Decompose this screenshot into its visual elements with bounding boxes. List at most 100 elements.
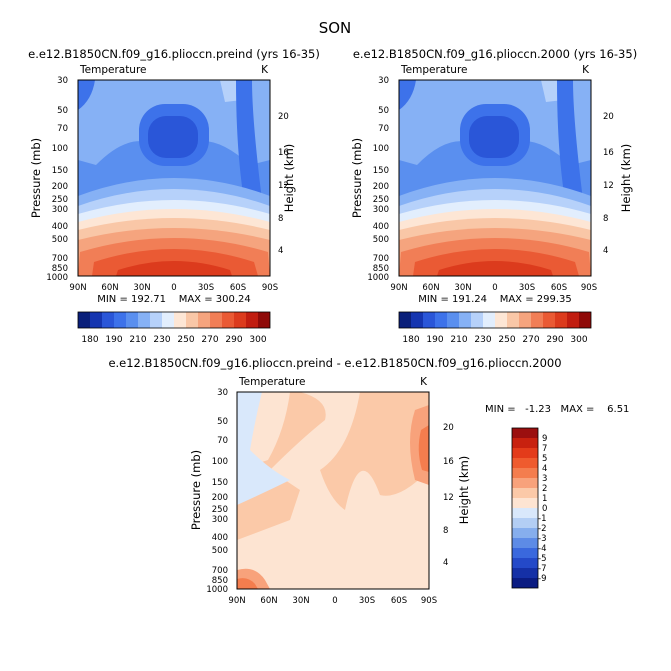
colorbar-swatch — [102, 312, 114, 328]
units-label: K — [261, 64, 269, 76]
y-tick: 850 — [373, 264, 389, 274]
colorbar-label: 230 — [474, 335, 491, 345]
x-tick: 0 — [492, 283, 497, 293]
y-axis-label: Pressure (mb) — [189, 450, 203, 530]
colorbar-label: 270 — [522, 335, 539, 345]
y-tick: 50 — [217, 417, 228, 427]
x-ticks: 90N 60N 30N 0 30S 60S 90S — [228, 596, 437, 606]
colorbar-label: 300 — [249, 335, 266, 345]
x-tick: 30N — [133, 283, 150, 293]
x-tick: 90S — [262, 283, 278, 293]
x-ticks: 90N 60N 30N 0 30S 60S 90S — [390, 283, 597, 293]
colorbar-swatch — [210, 312, 222, 328]
colorbar-label: 190 — [105, 335, 122, 345]
y-tick: 700 — [373, 254, 389, 264]
colorbar-label: 9 — [542, 434, 547, 444]
colorbar-swatch — [512, 508, 538, 518]
colorbar-label: 210 — [450, 335, 467, 345]
y-ticks: 30 50 70 100 150 200 250 300 400 500 700… — [206, 388, 228, 595]
panel-2000: e.e12.B1850CN.f09_g16.plioccn.2000 (yrs … — [350, 47, 637, 345]
y-tick: 200 — [212, 493, 228, 503]
y-tick: 150 — [373, 166, 389, 176]
colorbar-swatch — [512, 498, 538, 508]
y2-ticks: 4 8 12 16 20 — [603, 112, 614, 256]
plot-frame — [236, 391, 430, 590]
y-tick: 1000 — [46, 273, 68, 283]
colorbar-swatch — [579, 312, 591, 328]
y-tick: 300 — [212, 515, 228, 525]
colorbar-label: -2 — [538, 524, 546, 534]
colorbar-swatch — [447, 312, 459, 328]
colorbar-label: 180 — [402, 335, 419, 345]
colorbar-swatch — [512, 538, 538, 548]
colorbar-label: 250 — [498, 335, 515, 345]
colorbar-swatch — [512, 448, 538, 458]
colorbar-swatch — [512, 518, 538, 528]
colorbar-label: 7 — [542, 444, 547, 454]
fill-polar-cold-left — [78, 80, 95, 110]
units-label: K — [582, 64, 590, 76]
y-tick: 200 — [373, 182, 389, 192]
colorbar-swatch — [114, 312, 126, 328]
colorbar-label: 2 — [542, 484, 547, 494]
colorbar-frame — [398, 311, 592, 329]
y-tick: 30 — [57, 76, 68, 86]
x-tick: 30N — [292, 596, 309, 606]
x-tick: 90N — [69, 283, 86, 293]
plot-frame — [398, 79, 592, 277]
colorbar-swatch — [246, 312, 258, 328]
page-title: SON — [319, 19, 352, 37]
y2-axis-label: Height (km) — [282, 144, 296, 213]
min-max-stats: MIN = 191.24 MAX = 299.35 — [418, 294, 572, 305]
y-tick: 70 — [217, 436, 228, 446]
y-tick: 100 — [212, 457, 228, 467]
fill-cool-patch — [237, 392, 290, 505]
colorbar-swatch — [531, 312, 543, 328]
colorbar-label: 290 — [225, 335, 242, 345]
colorbar-swatch — [495, 312, 507, 328]
colorbar-label: 270 — [201, 335, 218, 345]
y-tick: 70 — [57, 124, 68, 134]
colorbar-label: -4 — [538, 544, 546, 554]
y-tick: 70 — [378, 124, 389, 134]
colorbar-swatch — [507, 312, 519, 328]
min-max-stats: MIN = 192.71 MAX = 300.24 — [97, 294, 251, 305]
y-tick: 400 — [52, 222, 68, 232]
contour-field — [237, 392, 429, 589]
variable-label: Temperature — [238, 376, 306, 388]
x-tick: 30S — [198, 283, 214, 293]
colorbar-swatch — [471, 312, 483, 328]
y-tick: 500 — [373, 235, 389, 245]
colorbar-swatch — [162, 312, 174, 328]
x-tick: 90S — [581, 283, 597, 293]
colorbar-label: 300 — [570, 335, 587, 345]
colorbar-swatch — [459, 312, 471, 328]
y-tick: 30 — [378, 76, 389, 86]
colorbar-swatch — [138, 312, 150, 328]
colorbar-swatch — [512, 488, 538, 498]
colorbar-swatch — [222, 312, 234, 328]
colorbar-label: -3 — [538, 534, 546, 544]
fill-polar-cold-right — [236, 80, 262, 200]
colorbar-swatch — [512, 468, 538, 478]
y2-tick: 8 — [278, 214, 283, 224]
colorbar-swatch — [512, 458, 538, 468]
y-ticks: 30 50 70 100 150 200 250 300 400 500 700… — [367, 76, 389, 283]
x-tick: 30S — [519, 283, 535, 293]
y2-tick: 20 — [278, 112, 289, 122]
colorbar-label: 0 — [542, 504, 547, 514]
y2-tick: 8 — [443, 526, 448, 536]
x-tick: 60N — [260, 596, 277, 606]
y2-tick: 12 — [603, 181, 614, 191]
colorbar-swatch — [512, 428, 538, 438]
y-tick: 30 — [217, 388, 228, 398]
y2-tick: 4 — [443, 558, 448, 568]
units-label: K — [420, 376, 428, 388]
colorbar-label: 1 — [542, 494, 547, 504]
y2-axis-label: Height (km) — [457, 456, 471, 525]
colorbar-label: 230 — [153, 335, 170, 345]
x-tick: 60S — [230, 283, 246, 293]
colorbar-frame — [511, 427, 539, 589]
y-tick: 100 — [52, 144, 68, 154]
